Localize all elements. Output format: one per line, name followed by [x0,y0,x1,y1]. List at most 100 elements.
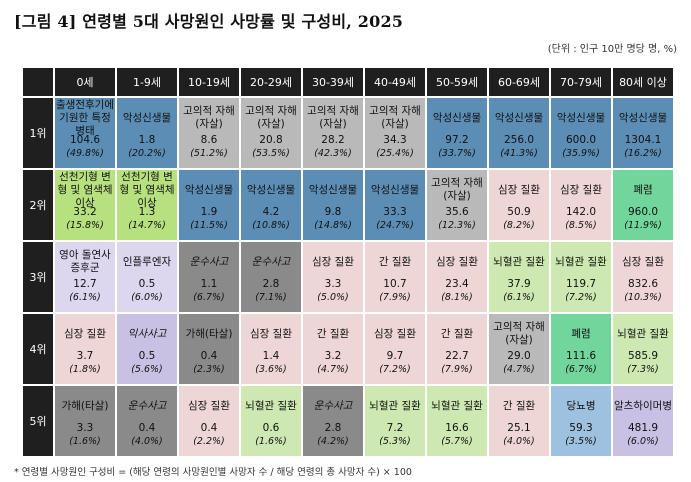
cause-name: 영아 돌연사 증후군 [59,249,111,274]
death-rate-value: 0.4 [200,422,218,434]
death-rate-value: 2.8 [262,278,280,290]
cause-cell: 뇌혈관 질환 7.2 (5.3%) [365,386,425,456]
composition-percent: (2.3%) [193,364,225,375]
death-rate-value: 832.6 [627,278,659,290]
composition-percent: (8.1%) [441,292,473,303]
cause-cell: 뇌혈관 질환 119.7 (7.2%) [551,242,611,312]
composition-percent: (7.9%) [379,292,411,303]
cause-cell: 고의적 자해(자살) 28.2 (42.3%) [303,98,363,168]
composition-percent: (7.3%) [627,364,659,375]
rank-label: 1위 [23,98,53,168]
composition-percent: (8.5%) [565,220,597,231]
death-rate-value: 97.2 [445,134,469,146]
rank-row: 5위 가해(타살) 3.3 (1.6%) 운수사고 0.4 (4.0%) 심장 질환 0.4 (2… [23,386,673,456]
composition-percent: (10.3%) [624,292,662,303]
composition-percent: (53.5%) [252,148,290,159]
cause-cell: 심장 질환 50.9 (8.2%) [489,170,549,240]
cause-cell: 당뇨병 59.3 (3.5%) [551,386,611,456]
cause-name: 익사사고 [127,327,167,340]
composition-percent: (6.1%) [503,292,535,303]
death-rate-value: 3.7 [76,350,94,362]
death-rate-value: 960.0 [627,206,659,218]
cause-name: 선천기형 변형 및 염색체이상 [119,170,175,209]
cause-name: 운수사고 [127,399,167,412]
column-header: 70-79세 [551,68,611,96]
death-rate-value: 256.0 [503,134,535,146]
composition-percent: (4.0%) [503,436,535,447]
cause-name: 악성신생물 [122,111,172,124]
unit-label: (단위 : 인구 10만 명당 명, %) [547,44,677,55]
column-header: 10-19세 [179,68,239,96]
composition-percent: (6.0%) [131,292,163,303]
cause-cell: 폐렴 111.6 (6.7%) [551,314,611,384]
cause-name: 뇌혈관 질환 [245,399,297,412]
cause-name: 출생전후기에 기원한 특정병태 [56,98,114,137]
cause-name: 폐렴 [571,327,591,340]
column-header: 80세 이상 [613,68,673,96]
cause-cell: 심장 질환 142.0 (8.5%) [551,170,611,240]
composition-percent: (1.6%) [69,436,101,447]
cause-cell: 고의적 자해(자살) 34.3 (25.4%) [365,98,425,168]
composition-percent: (33.7%) [438,148,476,159]
cause-cell: 운수사고 0.4 (4.0%) [117,386,177,456]
rank-row: 1위 출생전후기에 기원한 특정병태 104.6 (49.8%) 악성신생물 1.8 (20… [23,98,673,168]
cause-name: 악성신생물 [184,183,234,196]
cause-cell: 운수사고 1.1 (6.7%) [179,242,239,312]
cause-cell: 운수사고 2.8 (7.1%) [241,242,301,312]
cause-of-death-table: 0세 1-9세 10-19세 20-29세 30-39세 40-49세 50-59세 60-6… [21,66,675,458]
death-rate-value: 10.7 [383,278,407,290]
cause-name: 고의적 자해(자살) [307,105,359,130]
death-rate-value: 23.4 [445,278,469,290]
cause-name: 심장 질환 [64,327,106,340]
cause-cell: 뇌혈관 질환 585.9 (7.3%) [613,314,673,384]
cause-name: 폐렴 [633,183,653,196]
death-rate-value: 12.7 [73,278,97,290]
death-rate-value: 0.4 [200,350,218,362]
death-rate-value: 3.3 [324,278,342,290]
death-rate-value: 16.6 [445,422,469,434]
cause-cell: 악성신생물 1304.1 (16.2%) [613,98,673,168]
composition-percent: (7.1%) [255,292,287,303]
composition-percent: (4.7%) [317,364,349,375]
cause-cell: 알츠하이머병 481.9 (6.0%) [613,386,673,456]
column-header: 0세 [55,68,115,96]
cause-cell: 폐렴 960.0 (11.9%) [613,170,673,240]
cause-cell: 간 질환 25.1 (4.0%) [489,386,549,456]
cause-name: 당뇨병 [566,399,596,412]
composition-percent: (3.5%) [565,436,597,447]
composition-percent: (24.7%) [376,220,414,231]
cause-name: 심장 질환 [560,183,602,196]
death-rate-value: 104.6 [69,134,101,146]
cause-name: 심장 질환 [622,255,664,268]
death-rate-value: 1.4 [262,350,280,362]
death-rate-value: 33.3 [383,206,407,218]
cause-name: 악성신생물 [432,111,482,124]
death-rate-value: 1.1 [200,278,218,290]
cause-name: 고의적 자해(자살) [245,105,297,130]
cause-cell: 간 질환 10.7 (7.9%) [365,242,425,312]
death-rate-value: 1.3 [138,206,156,218]
cause-cell: 가해(타살) 0.4 (2.3%) [179,314,239,384]
cause-name: 간 질환 [378,255,412,268]
cause-cell: 고의적 자해(자살) 20.8 (53.5%) [241,98,301,168]
column-header: 50-59세 [427,68,487,96]
composition-percent: (2.2%) [193,436,225,447]
cause-name: 간 질환 [440,327,474,340]
death-rate-value: 59.3 [569,422,593,434]
composition-percent: (51.2%) [190,148,228,159]
cause-name: 간 질환 [316,327,350,340]
cause-cell: 고의적 자해(자살) 8.6 (51.2%) [179,98,239,168]
cause-cell: 선천기형 변형 및 염색체이상 1.3 (14.7%) [117,170,177,240]
rank-label: 4위 [23,314,53,384]
death-rate-value: 0.5 [138,278,156,290]
composition-percent: (11.9%) [624,220,662,231]
death-rate-value: 34.3 [383,134,407,146]
column-header: 40-49세 [365,68,425,96]
rank-row: 2위 선천기형 변형 및 염색체이상 33.2 (15.8%) 선천기형 변형 및 염색… [23,170,673,240]
cause-name: 가해(타살) [61,399,109,412]
death-rate-value: 0.5 [138,350,156,362]
composition-percent: (5.3%) [379,436,411,447]
composition-percent: (11.5%) [190,220,228,231]
death-rate-value: 9.8 [324,206,342,218]
composition-percent: (12.3%) [438,220,476,231]
